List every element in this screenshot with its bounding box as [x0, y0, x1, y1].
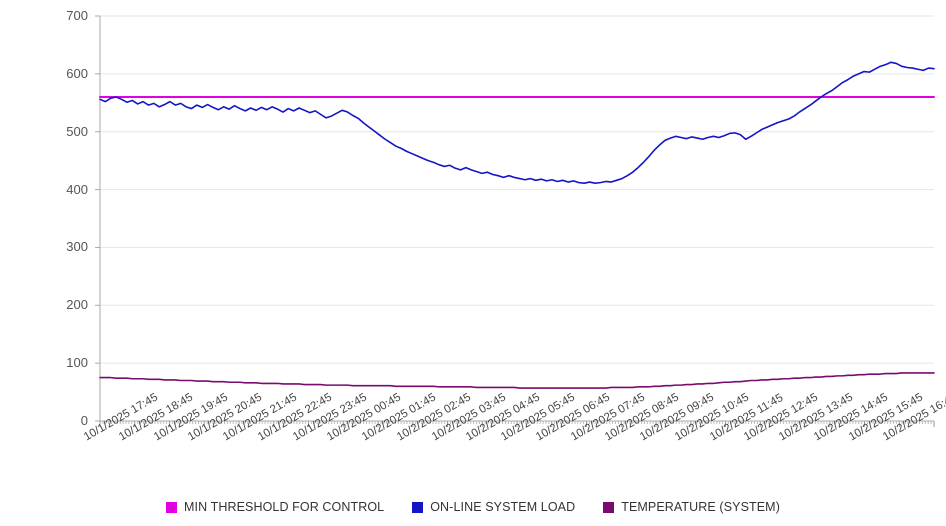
y-axis-tick-label: 700 [66, 8, 88, 23]
y-axis-ticks [95, 15, 100, 422]
y-axis-tick-label: 300 [66, 239, 88, 255]
data-series [99, 61, 935, 389]
y-axis-tick-label: 600 [66, 65, 88, 81]
legend-swatch-icon [603, 501, 615, 513]
legend-label: TEMPERATURE (SYSTEM) [621, 500, 780, 514]
legend-swatch-icon [166, 501, 178, 513]
chart-legend: MIN THRESHOLD FOR CONTROL ON-LINE SYSTEM … [0, 495, 946, 519]
x-axis-ticks [99, 421, 935, 427]
axes [99, 16, 934, 422]
legend-label: ON-LINE SYSTEM LOAD [430, 500, 576, 514]
gridlines [100, 15, 934, 422]
y-axis-tick-label: 500 [66, 123, 88, 139]
y-axis-tick-label: 100 [66, 355, 88, 371]
legend-item[interactable]: ON-LINE SYSTEM LOAD [412, 500, 575, 514]
y-axis-tick-label: 200 [66, 297, 88, 313]
y-axis-tick-label: 0 [80, 413, 88, 428]
legend-label: MIN THRESHOLD FOR CONTROL [184, 500, 385, 514]
series-line [99, 372, 935, 389]
y-axis-tick-label: 400 [66, 181, 88, 197]
series-line [99, 61, 935, 185]
legend-item[interactable]: TEMPERATURE (SYSTEM) [603, 500, 780, 514]
legend-swatch-icon [412, 501, 424, 513]
legend-item[interactable]: MIN THRESHOLD FOR CONTROL [166, 500, 384, 514]
